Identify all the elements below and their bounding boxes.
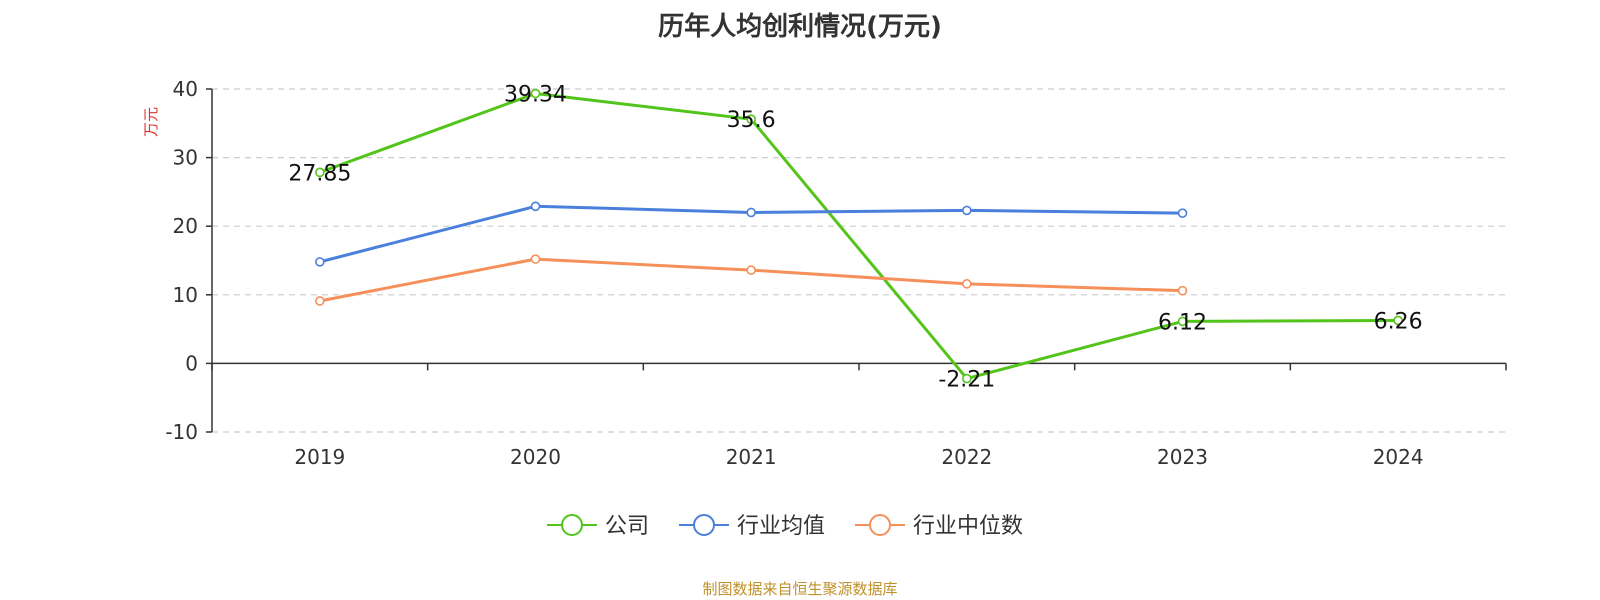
x-tick-label: 2020 [510, 445, 561, 469]
series-line [319, 92, 1399, 381]
data-label: 27.85 [288, 161, 351, 186]
data-point [315, 257, 325, 267]
data-point [530, 201, 541, 212]
data-point [1177, 316, 1188, 327]
data-label: 39.34 [504, 83, 567, 108]
data-point [1393, 315, 1403, 326]
source-note: 制图数据来自恒生聚源数据库 [702, 580, 898, 598]
legend-marker [869, 514, 891, 536]
y-tick-label: 30 [173, 146, 198, 170]
x-tick-label: 2022 [941, 445, 992, 469]
data-label: 6.12 [1158, 310, 1207, 335]
x-tick-label: 2023 [1157, 445, 1208, 469]
data-point [315, 296, 325, 306]
data-point [530, 254, 541, 264]
y-tick-label: 20 [173, 214, 198, 238]
legend-marker [561, 514, 583, 536]
y-tick-label: 40 [173, 77, 198, 101]
legend-item: 公司 [547, 514, 649, 539]
data-label: 35.6 [727, 108, 776, 133]
legend-marker [693, 514, 715, 536]
data-point [962, 205, 972, 216]
y-tick-label: 10 [173, 283, 198, 307]
legend-label: 行业均值 [737, 514, 825, 539]
data-point [530, 88, 541, 99]
data-label: -2.21 [938, 368, 995, 393]
x-tick-label: 2021 [726, 445, 777, 469]
data-point [962, 373, 972, 384]
y-axis-label: 万元 [142, 107, 160, 137]
data-point [1177, 285, 1188, 296]
x-tick-label: 2024 [1373, 445, 1424, 469]
data-point [962, 279, 972, 289]
data-point [1177, 208, 1188, 218]
x-tick-label: 2019 [294, 445, 345, 469]
y-tick-label: 0 [185, 351, 198, 375]
legend: 公司 行业均值 行业中位数 [547, 514, 1023, 539]
data-point [746, 265, 756, 275]
data-point [746, 207, 756, 218]
data-point [315, 167, 325, 178]
data-label: 6.26 [1374, 309, 1423, 334]
axes: -10 0 10 20 30 40 2019 2020 2021 2022 2023 2024 [165, 77, 1507, 469]
series [315, 88, 1403, 384]
legend-item: 行业均值 [679, 514, 825, 539]
grid-lines [212, 88, 1506, 433]
data-labels: 27.85 39.34 35.6 -2.21 6.12 6.26 [288, 83, 1422, 393]
legend-label: 行业中位数 [913, 514, 1023, 539]
y-tick-label: -10 [165, 420, 198, 444]
chart-title: 历年人均创利情况(万元) [658, 12, 942, 42]
legend-label: 公司 [605, 514, 649, 539]
legend-item: 行业中位数 [855, 514, 1023, 539]
data-point [746, 114, 756, 124]
